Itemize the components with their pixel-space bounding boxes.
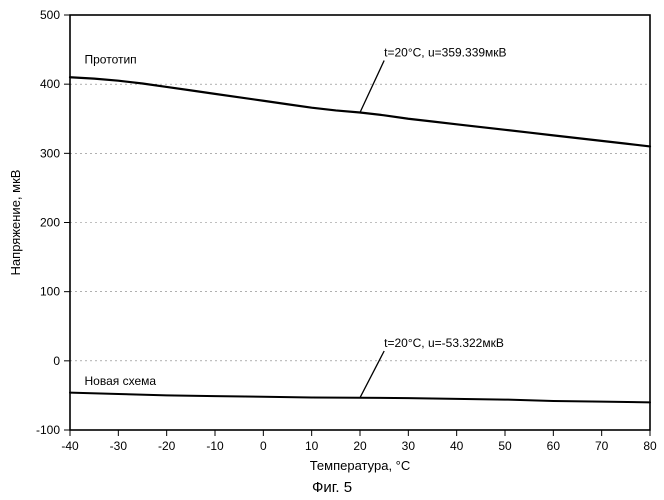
x-tick-label: 50 xyxy=(498,439,512,453)
line-chart: -40-30-20-1001020304050607080-1000100200… xyxy=(0,0,664,500)
x-tick-label: 80 xyxy=(643,439,657,453)
x-tick-label: 40 xyxy=(450,439,464,453)
x-tick-label: 10 xyxy=(305,439,319,453)
x-tick-label: 70 xyxy=(595,439,609,453)
y-axis-label: Напряжение, мкВ xyxy=(8,170,23,276)
annotation-label: t=20°C, u=359.339мкВ xyxy=(384,46,506,60)
chart-container: -40-30-20-1001020304050607080-1000100200… xyxy=(0,0,664,500)
y-tick-label: 400 xyxy=(40,77,60,91)
x-tick-label: -20 xyxy=(158,439,176,453)
x-tick-label: -10 xyxy=(206,439,224,453)
figure-caption: Фиг. 5 xyxy=(312,479,352,496)
y-tick-label: 500 xyxy=(40,8,60,22)
y-tick-label: 0 xyxy=(53,354,60,368)
annotation-label: Новая схема xyxy=(85,374,157,388)
x-tick-label: -30 xyxy=(110,439,128,453)
annotation-label: t=20°C, u=-53.322мкВ xyxy=(384,336,504,350)
x-tick-label: 60 xyxy=(547,439,561,453)
annotation-label: Прототип xyxy=(85,52,137,66)
y-tick-label: 100 xyxy=(40,285,60,299)
y-tick-label: 200 xyxy=(40,216,60,230)
chart-bg xyxy=(0,0,664,500)
x-tick-label: 30 xyxy=(402,439,416,453)
x-axis-label: Температура, °C xyxy=(310,458,411,473)
x-tick-label: -40 xyxy=(61,439,79,453)
x-tick-label: 0 xyxy=(260,439,267,453)
y-tick-label: 300 xyxy=(40,146,60,160)
x-tick-label: 20 xyxy=(353,439,367,453)
y-tick-label: -100 xyxy=(36,423,60,437)
